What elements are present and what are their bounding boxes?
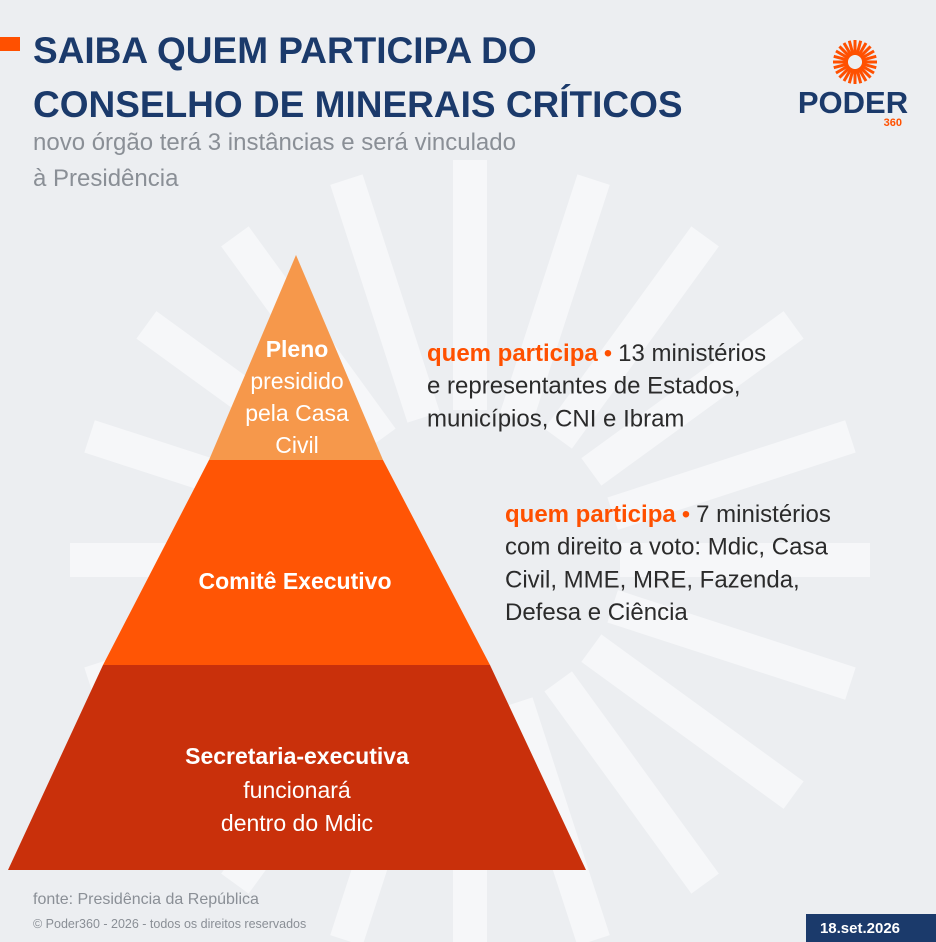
date: 18.set.2026	[820, 920, 900, 937]
description-text: 13 ministérios	[618, 340, 766, 367]
title-marker	[0, 37, 20, 51]
description-text: 7 ministérios	[696, 501, 831, 528]
logo-ray	[847, 68, 855, 84]
level-text: dentro do Mdic	[221, 810, 373, 836]
burst-ray	[544, 671, 719, 894]
burst-ray	[581, 634, 804, 809]
subtitle: novo órgão terá 3 instâncias e será vinc…	[33, 129, 516, 192]
description-line: Defesa e Ciência	[505, 599, 688, 626]
pyramid-level-top	[209, 255, 383, 460]
pyramid-level-bottom	[8, 665, 586, 870]
title-line: SAIBA QUEM PARTICIPA DO	[33, 30, 537, 71]
description-label: quem participa	[427, 340, 598, 367]
logo-ray	[833, 54, 849, 62]
subtitle-line: novo órgão terá 3 instâncias e será vinc…	[33, 129, 516, 156]
description-line: Civil, MME, MRE, Fazenda,	[505, 566, 800, 593]
logo-ray	[835, 49, 850, 60]
logo-ray	[860, 49, 875, 60]
logo-ray	[835, 64, 850, 75]
burst-ray	[544, 226, 719, 449]
burst-ray	[330, 174, 440, 423]
burst-ray	[607, 590, 856, 700]
description-separator: •	[604, 340, 612, 367]
logo-ray	[838, 65, 852, 79]
logo-ray	[858, 65, 872, 79]
pyramid-level-middle	[103, 460, 490, 665]
logo-ray	[860, 64, 875, 75]
burst-ray	[581, 311, 804, 486]
logo-ray	[861, 62, 877, 70]
description-line: municípios, CNI e Ibram	[427, 405, 684, 432]
title-line: CONSELHO DE MINERAIS CRÍTICOS	[33, 84, 683, 125]
level-title: Pleno	[266, 336, 329, 362]
title: SAIBA QUEM PARTICIPA DO CONSELHO DE MINE…	[33, 30, 683, 125]
logo-ray	[861, 54, 877, 62]
description-line: com direito a voto: Mdic, Casa	[505, 534, 828, 561]
description-line: quem participa • 7 ministérios	[505, 501, 831, 528]
level-text: presidido	[250, 368, 343, 394]
logo-ray	[857, 67, 868, 82]
logo-ray	[857, 42, 868, 57]
logo-ray	[858, 45, 872, 59]
copyright: © Poder360 - 2026 - todos os direitos re…	[33, 917, 306, 931]
date-box	[806, 914, 936, 942]
level-title: Secretaria-executiva	[185, 743, 409, 769]
level-text: Civil	[275, 432, 318, 458]
logo-ray	[847, 40, 855, 56]
logo-ray	[842, 67, 853, 82]
logo-ray	[842, 42, 853, 57]
burst-ray	[607, 420, 856, 530]
pyramid	[8, 255, 586, 870]
logo-name: PODER	[798, 85, 908, 120]
description-label: quem participa	[505, 501, 676, 528]
description-line: quem participa • 13 ministérios	[427, 340, 766, 367]
logo-icon	[833, 40, 877, 84]
level-text: pela Casa	[245, 400, 349, 426]
logo-ray	[855, 40, 863, 56]
description-line: e representantes de Estados,	[427, 373, 741, 400]
description-separator: •	[682, 501, 690, 528]
pyramid-labels: Pleno presidido pela Casa Civil Comitê E…	[185, 336, 409, 836]
logo-ray	[833, 62, 849, 70]
subtitle-line: à Presidência	[33, 165, 179, 192]
logo: PODER 360	[798, 40, 908, 129]
logo-ray	[855, 68, 863, 84]
source: fonte: Presidência da República	[33, 891, 259, 908]
burst-ray	[500, 174, 610, 423]
logo-number: 360	[884, 117, 902, 129]
logo-ray	[838, 45, 852, 59]
level-text: funcionará	[243, 777, 351, 803]
level-title: Comitê Executivo	[199, 568, 392, 594]
